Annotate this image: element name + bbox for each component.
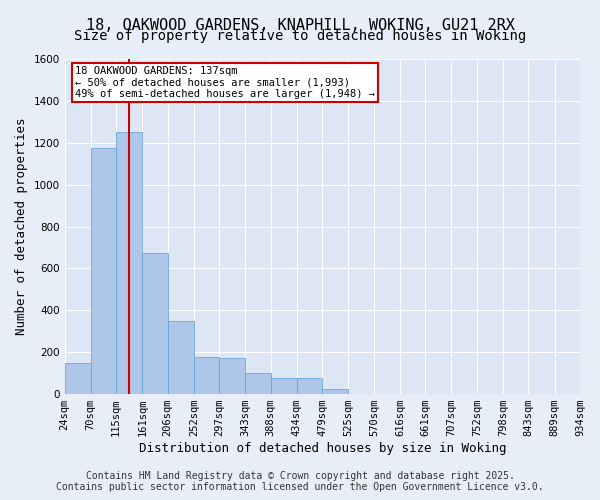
Bar xyxy=(297,378,322,394)
Text: Contains HM Land Registry data © Crown copyright and database right 2025.
Contai: Contains HM Land Registry data © Crown c… xyxy=(56,471,544,492)
Bar xyxy=(194,358,219,394)
Bar xyxy=(65,362,91,394)
Bar xyxy=(142,252,168,394)
Text: 18 OAKWOOD GARDENS: 137sqm
← 50% of detached houses are smaller (1,993)
49% of s: 18 OAKWOOD GARDENS: 137sqm ← 50% of deta… xyxy=(75,66,375,99)
Bar xyxy=(245,373,271,394)
Bar xyxy=(271,378,297,394)
Bar xyxy=(91,148,116,394)
Bar xyxy=(219,358,245,394)
Bar xyxy=(168,321,194,394)
Bar xyxy=(116,132,142,394)
Text: Size of property relative to detached houses in Woking: Size of property relative to detached ho… xyxy=(74,29,526,43)
Y-axis label: Number of detached properties: Number of detached properties xyxy=(15,118,28,336)
Text: 18, OAKWOOD GARDENS, KNAPHILL, WOKING, GU21 2RX: 18, OAKWOOD GARDENS, KNAPHILL, WOKING, G… xyxy=(86,18,514,32)
X-axis label: Distribution of detached houses by size in Woking: Distribution of detached houses by size … xyxy=(139,442,506,455)
Bar xyxy=(322,389,349,394)
